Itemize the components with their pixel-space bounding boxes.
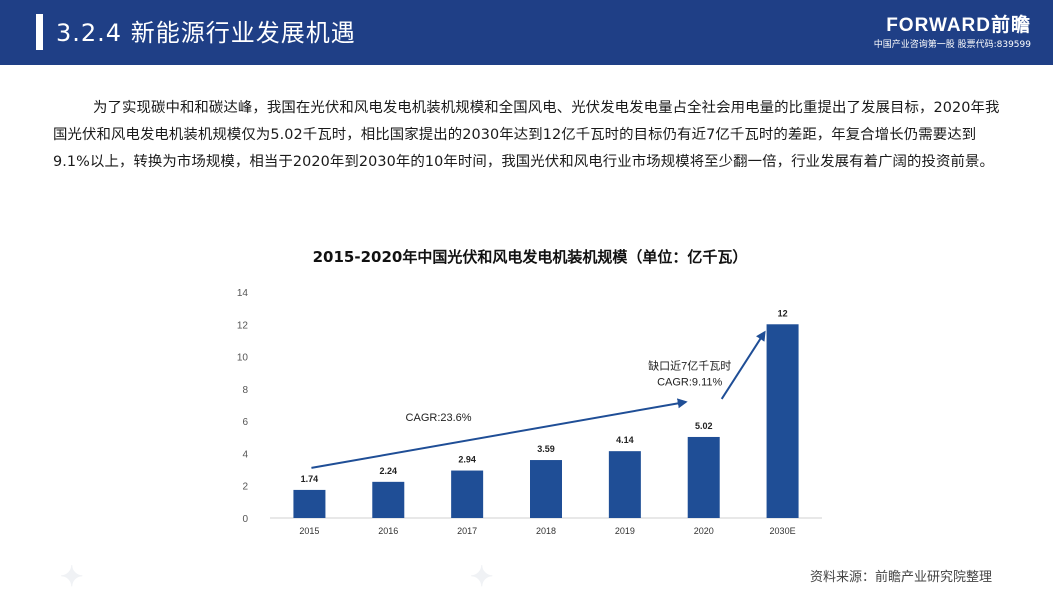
annotation-label: 缺口近7亿千瓦时 xyxy=(648,358,731,372)
watermark: ✦ xyxy=(470,561,494,592)
bar-value-label: 2.94 xyxy=(458,455,476,465)
bar xyxy=(530,460,562,518)
header-bar: 3.2.4 新能源行业发展机遇 FORWARD前瞻 中国产业咨询第一股 股票代码… xyxy=(0,0,1053,65)
bar xyxy=(608,451,641,518)
bar-value-label: 1.74 xyxy=(301,474,319,484)
y-tick-label: 2 xyxy=(242,482,248,493)
chart: 2015-2020年中国光伏和风电发电机装机规模（单位：亿千瓦） 0 2 4 6 8 10… xyxy=(220,240,840,560)
x-tick-label: 2019 xyxy=(615,526,635,536)
x-tick-label: 2016 xyxy=(378,526,398,536)
watermark: ✦ xyxy=(60,561,84,592)
y-tick-label: 6 xyxy=(242,417,248,428)
annotation-label: CAGR:23.6% xyxy=(406,412,472,424)
y-tick-label: 4 xyxy=(242,449,248,460)
x-tick-label: 2020 xyxy=(694,526,714,536)
y-tick-label: 12 xyxy=(237,320,249,331)
bar-value-label: 2.24 xyxy=(380,466,398,476)
y-tick-label: 14 xyxy=(237,288,249,299)
bar-value-label: 12 xyxy=(778,308,788,318)
bar xyxy=(766,324,799,518)
x-tick-label: 2018 xyxy=(536,526,556,536)
brand-name: FORWARD前瞻 xyxy=(886,15,1031,36)
y-tick-label: 0 xyxy=(242,514,248,525)
source-note: 资料来源：前瞻产业研究院整理 xyxy=(810,570,993,585)
bar-value-label: 3.59 xyxy=(537,444,555,454)
page-title: 3.2.4 新能源行业发展机遇 xyxy=(56,19,356,47)
brand-logo: FORWARD前瞻 中国产业咨询第一股 股票代码:839599 xyxy=(874,16,1031,52)
annotation-label: CAGR:9.11% xyxy=(657,376,722,388)
cagr-arrow-2015-2020 xyxy=(311,398,688,469)
y-tick-label: 8 xyxy=(242,385,248,396)
bar xyxy=(451,470,484,518)
x-tick-label: 2030E xyxy=(770,526,796,536)
x-tick-label: 2017 xyxy=(457,526,477,536)
bar-chart-svg: 0 2 4 6 8 10 12 14 1.74 2015 2.24 2016 2.94 2017 3.59 2… xyxy=(237,288,822,536)
chart-title: 2015-2020年中国光伏和风电发电机装机规模（单位：亿千瓦） xyxy=(312,248,748,266)
y-tick-label: 10 xyxy=(237,353,249,364)
brand-tagline: 中国产业咨询第一股 股票代码:839599 xyxy=(873,40,1031,50)
x-tick-label: 2015 xyxy=(299,526,319,536)
cagr-arrow-2020-2030 xyxy=(720,330,766,400)
header-accent-mark xyxy=(36,14,43,50)
bar xyxy=(372,481,405,518)
bar-value-label: 5.02 xyxy=(695,421,713,431)
bar xyxy=(687,436,720,518)
body-paragraph: 为了实现碳中和和碳达峰，我国在光伏和风电发电机装机规模和全国风电、光伏发电发电量… xyxy=(53,100,1000,170)
bar-value-label: 4.14 xyxy=(616,435,634,445)
bar xyxy=(293,489,326,518)
